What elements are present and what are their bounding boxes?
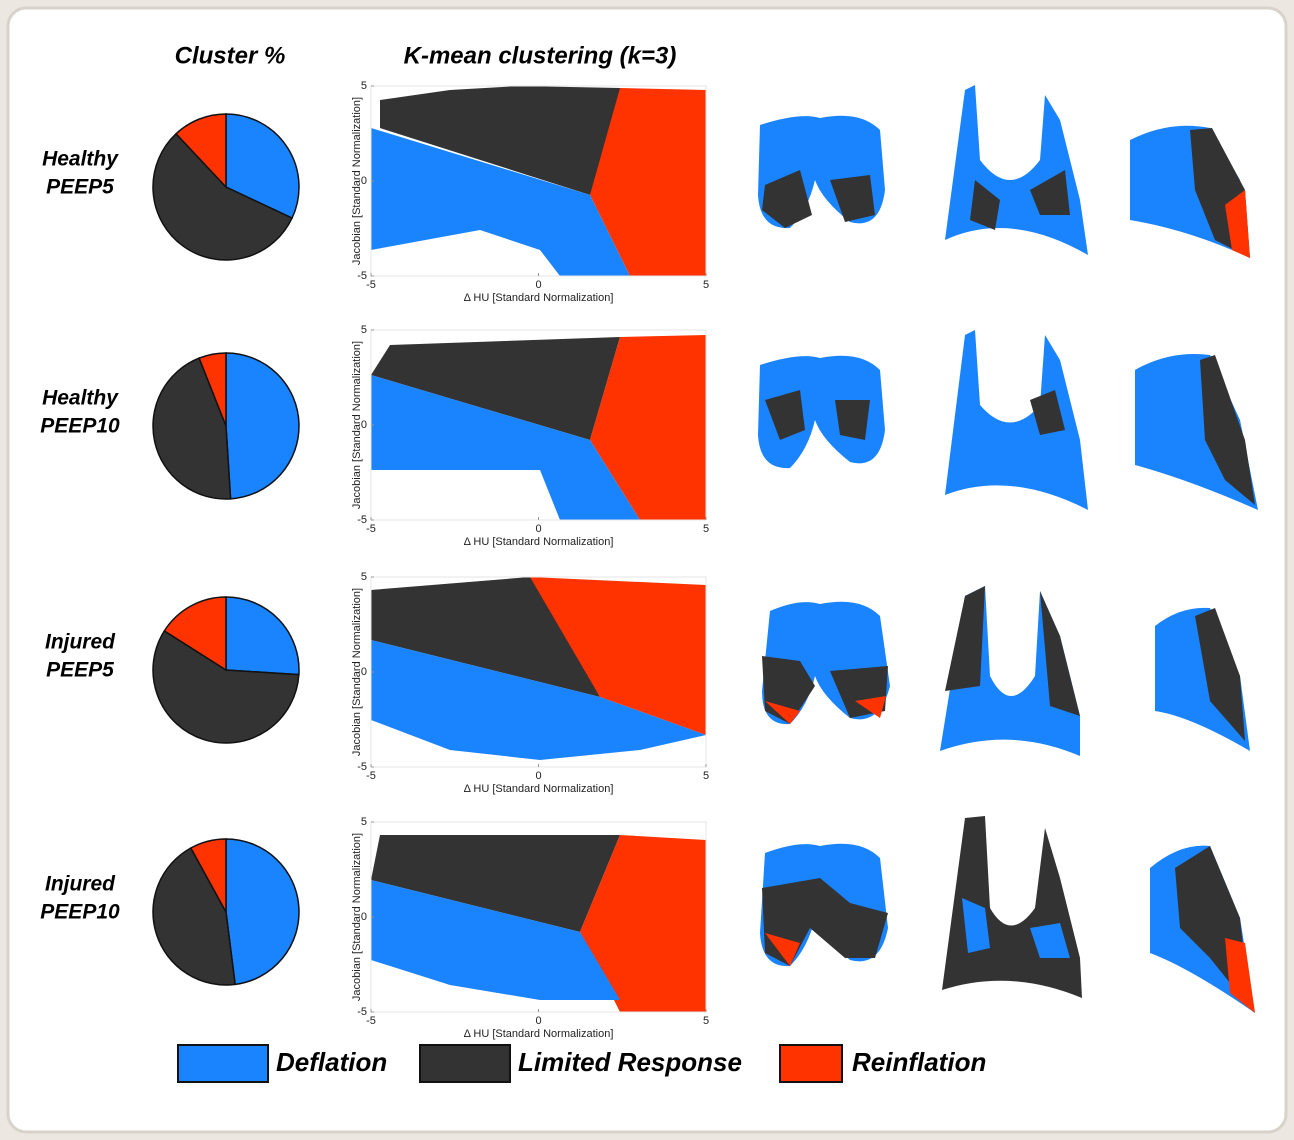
y-tick-label: 5	[361, 324, 367, 336]
x-tick-label: 5	[703, 770, 709, 782]
x-axis-label: Δ HU [Standard Normalization]	[464, 783, 614, 795]
x-tick-label: 5	[703, 523, 709, 535]
row-group: Healthy	[42, 148, 119, 171]
row-group: Injured	[45, 631, 116, 654]
y-axis-label: Jacobian [Standard Normalization]	[351, 97, 363, 265]
x-axis-label: Δ HU [Standard Normalization]	[464, 292, 614, 304]
y-axis-label: Jacobian [Standard Normalization]	[351, 588, 363, 756]
y-tick-label: 5	[361, 571, 367, 583]
legend-label: Limited Response	[518, 1047, 742, 1077]
x-tick-label: 0	[535, 1015, 541, 1027]
x-axis-label: Δ HU [Standard Normalization]	[464, 536, 614, 548]
x-axis-label: Δ HU [Standard Normalization]	[464, 1028, 614, 1040]
legend: Deflation Limited Response Reinflation	[178, 1045, 986, 1082]
legend-swatch	[780, 1045, 842, 1082]
row-condition: PEEP5	[46, 176, 114, 199]
figure: Cluster % K-mean clustering (k=3)	[0, 0, 1294, 1140]
y-tick-label: -5	[357, 1006, 367, 1018]
x-tick-label: -5	[366, 1015, 376, 1027]
legend-label: Deflation	[276, 1047, 387, 1077]
y-tick-label: -5	[357, 270, 367, 282]
legend-label: Reinflation	[852, 1047, 986, 1077]
legend-swatch	[420, 1045, 510, 1082]
row-condition: PEEP10	[40, 901, 120, 924]
y-tick-label: -5	[357, 761, 367, 773]
row-condition: PEEP10	[40, 415, 120, 438]
y-axis-label: Jacobian [Standard Normalization]	[351, 833, 363, 1001]
x-tick-label: -5	[366, 523, 376, 535]
x-tick-label: 0	[535, 770, 541, 782]
y-tick-label: 5	[361, 816, 367, 828]
y-tick-label: 5	[361, 80, 367, 92]
row-group: Healthy	[42, 387, 119, 410]
scatter-heading: K-mean clustering (k=3)	[404, 42, 677, 69]
y-tick-label: -5	[357, 514, 367, 526]
y-axis-label: Jacobian [Standard Normalization]	[351, 341, 363, 509]
legend-swatch	[178, 1045, 268, 1082]
x-tick-label: 5	[703, 1015, 709, 1027]
x-tick-label: 0	[535, 279, 541, 291]
row-condition: PEEP5	[46, 659, 114, 682]
x-tick-label: -5	[366, 279, 376, 291]
pie-heading: Cluster %	[175, 42, 286, 69]
row-group: Injured	[45, 873, 116, 896]
x-tick-label: 5	[703, 279, 709, 291]
x-tick-label: 0	[535, 523, 541, 535]
x-tick-label: -5	[366, 770, 376, 782]
